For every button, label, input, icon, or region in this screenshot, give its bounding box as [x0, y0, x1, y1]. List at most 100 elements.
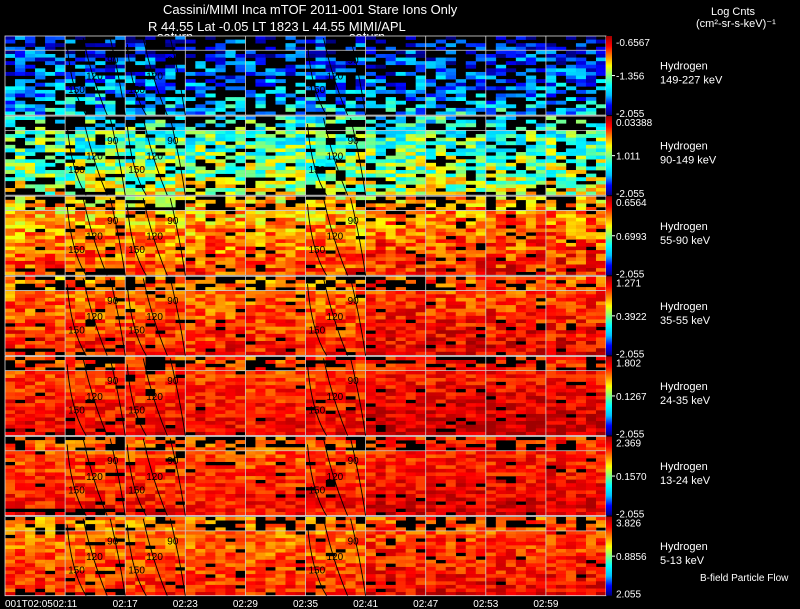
- heatmap-cell: [285, 188, 296, 192]
- heatmap-cell: [265, 148, 276, 153]
- heatmap-cell: [195, 351, 206, 356]
- heatmap-cell: [415, 141, 426, 146]
- heatmap-cell: [555, 162, 567, 167]
- heatmap-cell: [485, 276, 497, 281]
- heatmap-cell: [505, 337, 517, 342]
- heatmap-cell: [85, 206, 96, 211]
- contour-line: [169, 198, 186, 276]
- heatmap-cell: [425, 188, 437, 192]
- heatmap-cell: [245, 377, 256, 382]
- heatmap-cell: [515, 155, 527, 160]
- heatmap-cell: [85, 413, 96, 418]
- heatmap-cell: [475, 377, 487, 382]
- heatmap-cell: [185, 221, 196, 226]
- heatmap-cell: [195, 137, 206, 142]
- heatmap-cell: [95, 173, 106, 178]
- heatmap-cell: [355, 206, 366, 211]
- heatmap-cell: [135, 246, 146, 251]
- heatmap-cell: [415, 144, 426, 149]
- heatmap-cell: [315, 333, 326, 338]
- heatmap-cell: [545, 264, 557, 269]
- colorbar: [606, 116, 612, 196]
- heatmap-cell: [575, 297, 587, 302]
- heatmap-cell: [225, 86, 236, 91]
- heatmap-cell: [455, 260, 467, 265]
- heatmap-cell: [455, 119, 467, 124]
- heatmap-cell: [295, 271, 306, 276]
- heatmap-cell: [545, 395, 557, 400]
- heatmap-cell: [455, 287, 467, 291]
- heatmap-cell: [345, 188, 356, 192]
- heatmap-cell: [155, 403, 166, 408]
- heatmap-cell: [305, 395, 316, 400]
- heatmap-cell: [355, 196, 366, 201]
- heatmap-cell: [475, 283, 487, 288]
- heatmap-cell: [205, 191, 216, 196]
- heatmap-cell: [335, 377, 346, 382]
- heatmap-cell: [5, 116, 16, 120]
- heatmap-cell: [425, 410, 437, 415]
- heatmap-cell: [5, 89, 16, 94]
- heatmap-cell: [355, 330, 366, 335]
- heatmap-cell: [485, 406, 497, 411]
- heatmap-cell: [95, 100, 106, 105]
- heatmap-cell: [185, 356, 196, 361]
- heatmap-cell: [395, 184, 406, 189]
- heatmap-cell: [415, 381, 426, 386]
- heatmap-cell: [415, 326, 426, 331]
- heatmap-cell: [95, 315, 106, 320]
- heatmap-cell: [255, 111, 266, 116]
- heatmap-cell: [325, 214, 336, 219]
- heatmap-cell: [525, 301, 537, 306]
- heatmap-cell: [425, 79, 437, 84]
- heatmap-cell: [475, 166, 487, 171]
- heatmap-cell: [355, 360, 366, 364]
- heatmap-cell: [495, 177, 507, 182]
- heatmap-cell: [545, 337, 557, 342]
- heatmap-cell: [275, 191, 286, 196]
- heatmap-cell: [275, 68, 286, 73]
- heatmap-cell: [515, 276, 527, 281]
- heatmap-cell: [445, 123, 457, 128]
- heatmap-cell: [365, 119, 376, 124]
- heatmap-cell: [45, 399, 56, 404]
- heatmap-cell: [455, 97, 467, 102]
- heatmap-cell: [165, 348, 176, 353]
- heatmap-cell: [575, 64, 587, 69]
- heatmap-cell: [565, 283, 577, 288]
- heatmap-cell: [65, 173, 76, 178]
- heatmap-cell: [345, 297, 356, 302]
- heatmap-cell: [585, 301, 597, 306]
- heatmap-cell: [15, 377, 26, 382]
- heatmap-cell: [375, 305, 386, 309]
- heatmap-cell: [445, 253, 457, 258]
- heatmap-cell: [275, 253, 286, 258]
- heatmap-cell: [585, 344, 597, 349]
- heatmap-cell: [15, 64, 26, 69]
- heatmap-cell: [165, 308, 176, 313]
- heatmap-cell: [245, 152, 256, 156]
- heatmap-cell: [75, 130, 86, 135]
- heatmap-cell: [525, 308, 537, 313]
- heatmap-cell: [485, 224, 497, 229]
- heatmap-cell: [485, 144, 497, 149]
- heatmap-cell: [475, 381, 487, 386]
- heatmap-cell: [235, 323, 246, 327]
- heatmap-cell: [325, 301, 336, 306]
- heatmap-cell: [205, 57, 216, 62]
- heatmap-cell: [5, 36, 16, 40]
- heatmap-cell: [415, 337, 426, 342]
- heatmap-cell: [175, 264, 186, 269]
- heatmap-cell: [545, 399, 557, 404]
- heatmap-cell: [115, 61, 126, 66]
- heatmap-cell: [125, 134, 136, 138]
- heatmap-cell: [145, 196, 156, 201]
- heatmap-cell: [325, 159, 336, 164]
- heatmap-cell: [225, 363, 236, 368]
- heatmap-cell: [175, 232, 186, 237]
- heatmap-cell: [405, 191, 416, 196]
- heatmap-cell: [45, 36, 56, 40]
- heatmap-cell: [425, 374, 437, 379]
- heatmap-cell: [5, 410, 16, 415]
- heatmap-cell: [25, 224, 36, 229]
